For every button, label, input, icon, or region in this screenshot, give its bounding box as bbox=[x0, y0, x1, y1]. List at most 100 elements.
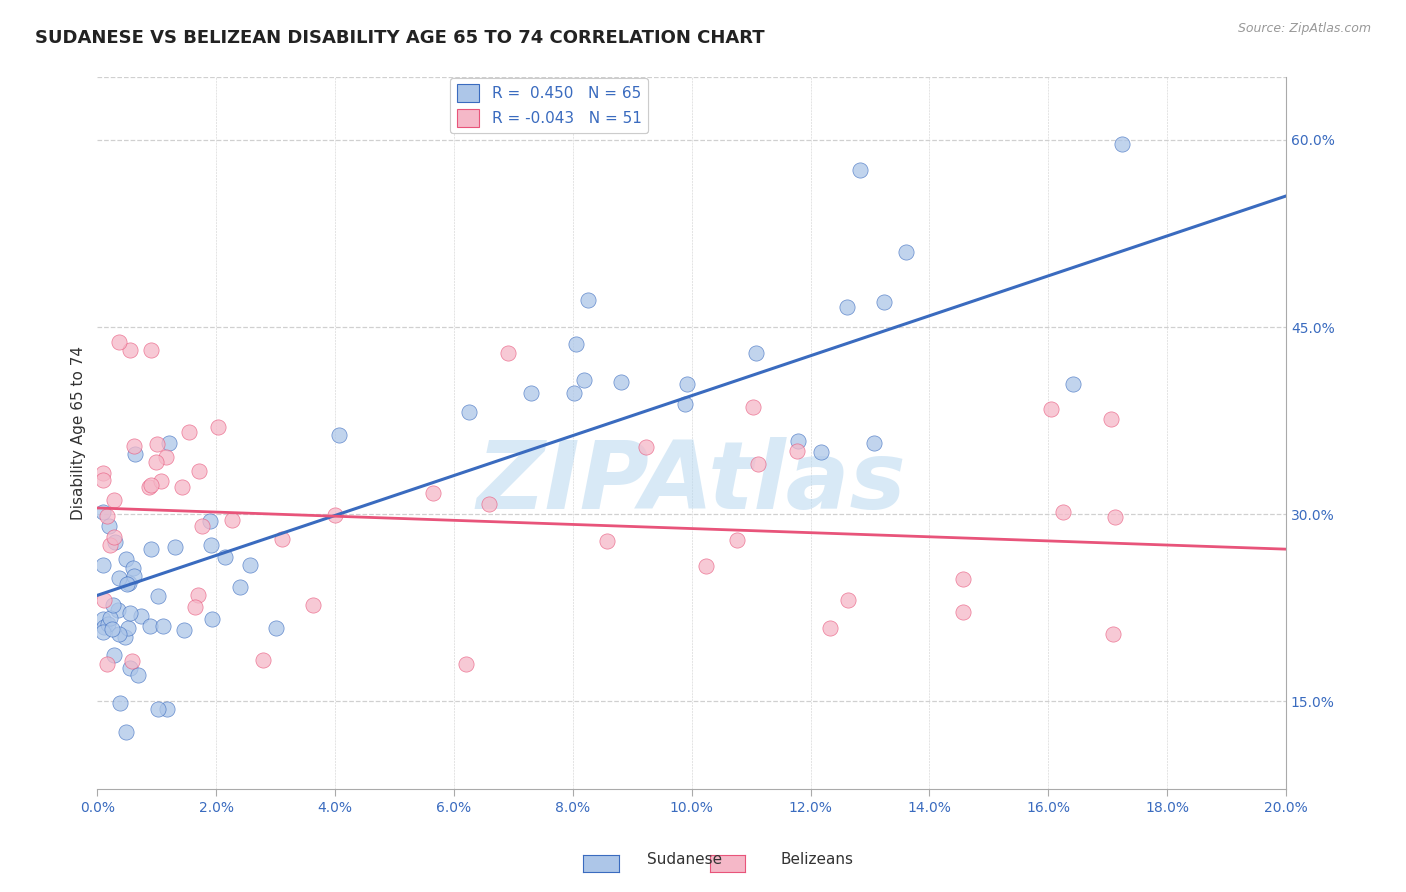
Point bbox=[239, 558, 262, 572]
Point bbox=[894, 244, 917, 259]
Point bbox=[835, 300, 858, 314]
Point bbox=[97, 616, 120, 631]
Point bbox=[108, 335, 131, 350]
Point bbox=[120, 661, 142, 675]
Point bbox=[98, 611, 121, 625]
Point bbox=[271, 532, 294, 546]
Point bbox=[122, 439, 145, 453]
Point bbox=[96, 509, 118, 524]
Point bbox=[952, 605, 974, 619]
Point bbox=[221, 513, 243, 527]
Point bbox=[122, 569, 145, 583]
Point bbox=[103, 492, 125, 507]
Point bbox=[200, 514, 222, 528]
Point bbox=[141, 542, 163, 557]
Point bbox=[91, 505, 114, 519]
Point bbox=[152, 619, 174, 633]
Point bbox=[103, 648, 125, 662]
Point bbox=[636, 440, 658, 454]
Point bbox=[91, 473, 114, 487]
Point bbox=[148, 589, 170, 603]
Point bbox=[108, 627, 131, 641]
Point bbox=[302, 598, 325, 612]
Point bbox=[103, 530, 125, 544]
Point bbox=[810, 445, 832, 459]
Point bbox=[101, 598, 124, 612]
Text: Source: ZipAtlas.com: Source: ZipAtlas.com bbox=[1237, 22, 1371, 36]
Point bbox=[155, 450, 177, 465]
Point bbox=[1039, 401, 1062, 416]
Point bbox=[862, 435, 884, 450]
Point bbox=[214, 549, 236, 564]
Point bbox=[108, 571, 131, 585]
Point bbox=[139, 619, 162, 633]
Point bbox=[101, 622, 124, 636]
Point bbox=[572, 373, 595, 387]
Point bbox=[156, 702, 179, 716]
Point bbox=[97, 519, 120, 533]
Point bbox=[742, 400, 765, 414]
Point bbox=[1062, 377, 1084, 392]
Point bbox=[183, 600, 205, 615]
Point bbox=[328, 428, 350, 442]
Point bbox=[609, 376, 631, 390]
Text: Belizeans: Belizeans bbox=[780, 852, 853, 867]
Point bbox=[673, 396, 696, 410]
Point bbox=[127, 668, 149, 682]
Point bbox=[146, 436, 169, 450]
Point bbox=[93, 620, 115, 634]
Point bbox=[173, 623, 195, 637]
Point bbox=[107, 603, 129, 617]
Point bbox=[520, 385, 543, 400]
Text: Sudanese: Sudanese bbox=[647, 852, 721, 867]
Point bbox=[323, 508, 346, 522]
Point bbox=[725, 533, 748, 548]
Point bbox=[129, 609, 152, 624]
Point bbox=[187, 588, 209, 602]
Text: SUDANESE VS BELIZEAN DISABILITY AGE 65 TO 74 CORRELATION CHART: SUDANESE VS BELIZEAN DISABILITY AGE 65 T… bbox=[35, 29, 765, 46]
Point bbox=[149, 474, 172, 488]
Point bbox=[200, 538, 222, 552]
Point bbox=[148, 702, 170, 716]
Point bbox=[139, 343, 162, 357]
Point bbox=[229, 580, 252, 594]
Point bbox=[172, 480, 194, 494]
Point bbox=[837, 593, 859, 607]
Point bbox=[675, 376, 697, 391]
Text: ZIPAtlas: ZIPAtlas bbox=[477, 437, 907, 529]
Point bbox=[138, 480, 160, 494]
Point bbox=[141, 478, 163, 492]
Point bbox=[114, 630, 136, 644]
Point bbox=[163, 540, 186, 554]
Point bbox=[952, 572, 974, 586]
Y-axis label: Disability Age 65 to 74: Disability Age 65 to 74 bbox=[72, 346, 86, 520]
Point bbox=[252, 653, 274, 667]
Point bbox=[1111, 137, 1133, 152]
Point bbox=[207, 420, 229, 434]
Point bbox=[121, 654, 143, 668]
Point bbox=[120, 607, 142, 621]
Point bbox=[91, 625, 114, 640]
Point bbox=[91, 558, 114, 573]
Point bbox=[744, 346, 766, 360]
Point bbox=[1099, 411, 1122, 425]
Point bbox=[496, 346, 519, 360]
Point bbox=[115, 551, 138, 566]
Point bbox=[145, 455, 167, 469]
Point bbox=[91, 467, 114, 481]
Point bbox=[201, 611, 224, 625]
Point bbox=[117, 621, 139, 635]
Point bbox=[190, 519, 212, 533]
Point bbox=[157, 435, 180, 450]
Point bbox=[457, 405, 479, 419]
Point bbox=[98, 538, 121, 552]
Point bbox=[187, 465, 209, 479]
Point bbox=[108, 696, 131, 710]
Point bbox=[115, 724, 138, 739]
Point bbox=[422, 486, 444, 500]
Point bbox=[117, 577, 139, 591]
Point bbox=[562, 385, 585, 400]
Point bbox=[93, 593, 115, 607]
Point bbox=[177, 425, 200, 439]
Point bbox=[576, 293, 599, 307]
